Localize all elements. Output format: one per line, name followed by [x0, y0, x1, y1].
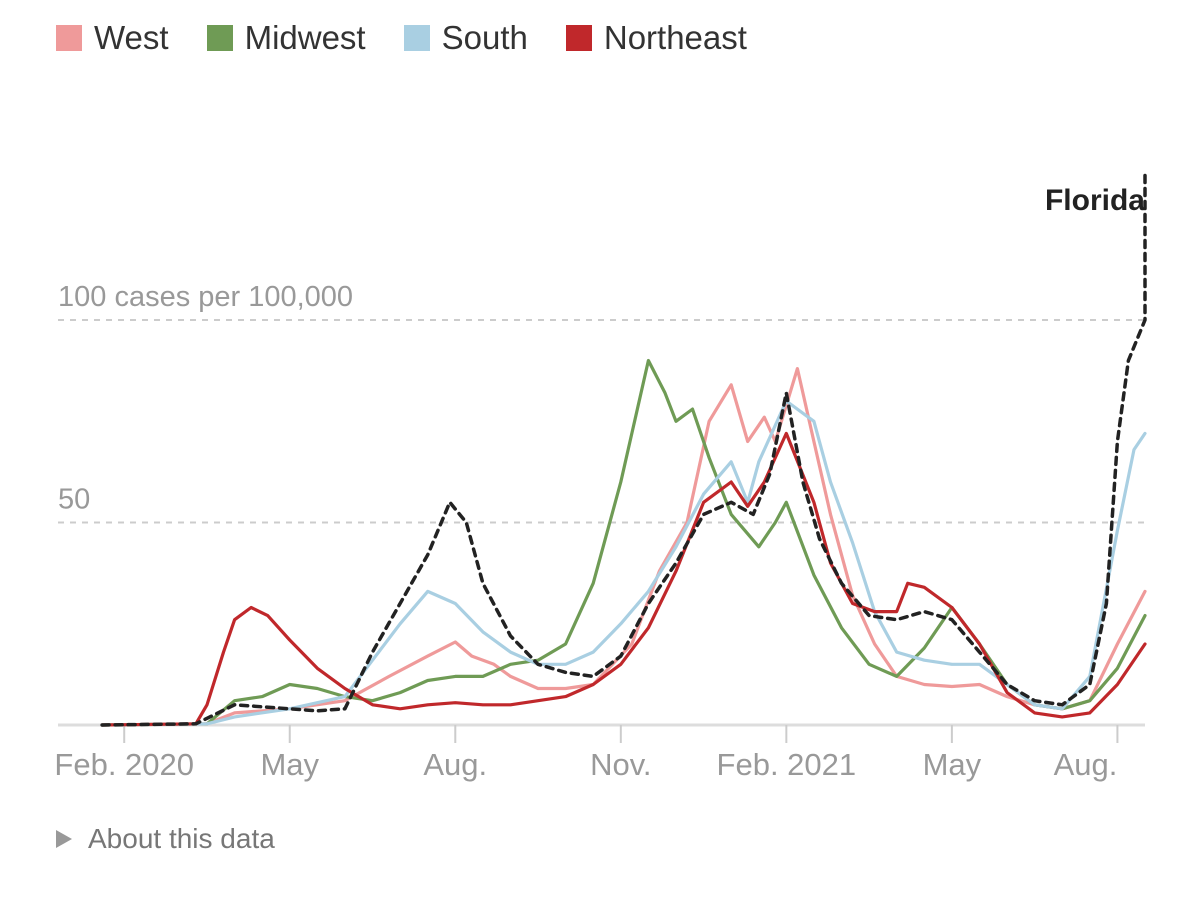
legend-label: Midwest [244, 19, 366, 56]
legend-swatch [403, 25, 430, 51]
series-line-florida [100, 168, 1147, 727]
y-tick-label-100: 100 cases per 100,000 [58, 281, 353, 313]
x-tick-label-2: Aug. [423, 747, 487, 782]
legend-swatch [56, 25, 82, 51]
legend-label: West [94, 19, 169, 56]
x-tick-label-4: Feb. 2021 [717, 747, 857, 782]
x-tick-label-3: Nov. [590, 747, 651, 782]
triangle-right-icon [56, 830, 72, 848]
legend-swatch [565, 25, 592, 51]
legend-label: South [441, 19, 528, 56]
legend-item-south: South [403, 18, 528, 58]
annotation-florida: Florida [1045, 184, 1145, 217]
series-line-west [100, 367, 1147, 727]
annotations: Florida [1045, 184, 1145, 217]
y-tick-label-50: 50 [58, 484, 90, 516]
x-tick-label-1: May [260, 747, 319, 782]
x-tick-label-6: Aug. [1054, 747, 1118, 782]
x-tick-label-5: May [923, 747, 982, 782]
legend-item-northeast: Northeast [565, 18, 747, 58]
about-this-data-toggle[interactable]: About this data [56, 823, 275, 855]
x-axis: Feb. 2020 May Aug. Nov. Feb. 2021 May Aug. [54, 723, 1145, 782]
legend-label: Northeast [603, 19, 747, 56]
about-this-data-label: About this data [88, 823, 275, 854]
chart: 50 100 cases per 100,000 Feb. 2020 May Aug.… [54, 168, 1147, 782]
legend-item-midwest: Midwest [206, 18, 366, 58]
gridlines [58, 319, 1145, 524]
legend: West Midwest South Northeast [56, 14, 785, 62]
series-line-south [100, 399, 1147, 727]
legend-swatch [206, 25, 233, 51]
series-lines [100, 168, 1147, 727]
legend-item-west: West [56, 18, 169, 58]
series-line-northeast [100, 431, 1147, 727]
x-tick-label-0: Feb. 2020 [54, 747, 194, 782]
y-axis-labels: 50 100 cases per 100,000 [58, 281, 353, 516]
